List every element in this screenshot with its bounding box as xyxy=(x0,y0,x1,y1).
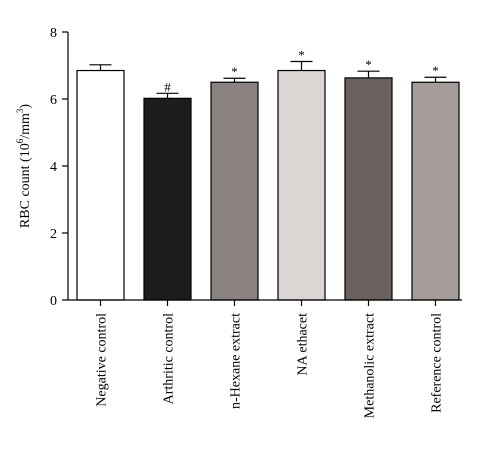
bar xyxy=(210,81,259,301)
bars: # * * * * xyxy=(76,47,460,301)
y-axis-label-close: ) xyxy=(18,104,33,109)
x-axis: Negative control Arthritic control n-Hexan… xyxy=(68,299,462,418)
y-axis-label: RBC count (106/mm3) xyxy=(15,104,33,228)
y-axis-label-exp2: 3 xyxy=(15,108,25,113)
y-axis-label-unit: /mm xyxy=(18,113,33,139)
y-axis-label-main: RBC count (10 xyxy=(18,143,33,228)
significance-marker: * xyxy=(365,57,372,72)
bar xyxy=(411,81,460,301)
y-axis-label-exp1: 6 xyxy=(15,138,25,143)
significance-marker: # xyxy=(164,79,171,94)
y-tick-label: 0 xyxy=(50,294,57,309)
bar xyxy=(344,77,393,301)
y-tick-label: 2 xyxy=(50,227,57,242)
y-axis: 0 2 4 6 8 xyxy=(50,26,69,309)
significance-marker: * xyxy=(298,47,305,62)
bar xyxy=(277,69,326,301)
y-tick-label: 4 xyxy=(50,160,57,175)
bar xyxy=(143,97,192,301)
bar xyxy=(76,69,125,301)
significance-marker: * xyxy=(432,63,439,78)
x-tick-label: Negative control xyxy=(95,313,110,407)
x-tick-label: Arthritic control xyxy=(162,313,177,404)
y-tick-label: 6 xyxy=(50,93,57,108)
x-tick-label: n-Hexane extract xyxy=(229,313,244,409)
y-tick-label: 8 xyxy=(50,26,57,41)
x-tick-label: NA ethacet xyxy=(296,313,311,376)
x-tick-label: Methanolic extract xyxy=(363,313,378,418)
significance-marker: * xyxy=(231,64,238,79)
x-tick-label: Reference control xyxy=(430,313,445,413)
